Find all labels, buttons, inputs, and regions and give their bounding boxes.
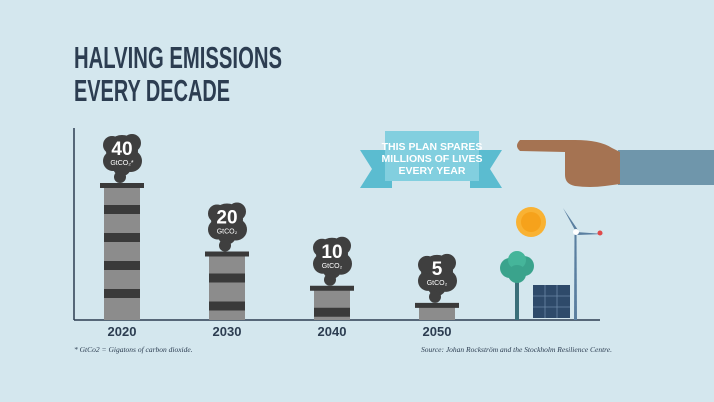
chimney-band <box>104 205 140 214</box>
smoke <box>313 236 352 286</box>
chimney-band <box>314 307 350 317</box>
chimney-band <box>104 261 140 270</box>
chimney-cap <box>205 251 249 257</box>
solar-panel <box>533 285 570 318</box>
smoke-puff <box>418 255 436 274</box>
source: Source: Johan Rockström and the Stockhol… <box>421 345 612 354</box>
smoke-puff <box>228 202 246 221</box>
banner-text: EVERY YEAR <box>399 165 466 177</box>
chimney-cap <box>310 285 354 291</box>
smoke-puff <box>103 136 121 154</box>
value-label: 10 <box>321 242 342 263</box>
pointing-hand <box>517 140 714 187</box>
smoke-puff <box>123 134 141 152</box>
value-label: 20 <box>216 208 237 229</box>
banner-text: THIS PLAN SPARES <box>382 141 483 153</box>
smoke <box>103 134 142 183</box>
chimney-band <box>209 301 245 311</box>
smoke <box>418 253 457 303</box>
x-tick-label: 2020 <box>108 324 137 339</box>
title-line: EVERY DECADE <box>74 73 230 108</box>
smoke-puff <box>114 171 126 183</box>
chimney-cap <box>100 183 144 188</box>
x-tick-label: 2030 <box>213 324 242 339</box>
x-tick-label: 2050 <box>423 324 452 339</box>
chimney <box>419 306 455 320</box>
value-label: 5 <box>432 259 443 280</box>
value-unit: GtCO₂ <box>427 280 448 287</box>
footnote: * GtCo2 = Gigatons of carbon dioxide. <box>74 345 193 354</box>
smoke <box>208 202 247 252</box>
tree <box>500 251 534 320</box>
banner-text: MILLIONS OF LIVES <box>382 153 483 165</box>
chimney-band <box>104 233 140 242</box>
sun <box>516 207 546 237</box>
smoke-puff <box>324 273 336 286</box>
smoke-puff <box>438 253 456 272</box>
value-unit: GtCO₂ <box>217 229 238 236</box>
chimney-band <box>209 273 245 283</box>
value-label: 40 <box>111 139 132 160</box>
smoke-puff <box>218 226 236 245</box>
smoke-puff <box>313 238 331 257</box>
wind-turbine <box>563 208 604 320</box>
smoke-puff <box>208 204 226 223</box>
smoke-puff <box>333 236 351 255</box>
smoke-puff <box>113 158 131 176</box>
smoke-puff <box>428 277 446 296</box>
title-line: HALVING EMISSIONS <box>74 40 282 75</box>
value-unit: GtCO₂ <box>322 263 343 270</box>
smoke-puff <box>219 239 231 252</box>
chimney-cap <box>415 302 459 308</box>
value-unit: GtCO₂* <box>110 160 134 167</box>
smoke-puff <box>323 260 341 279</box>
banner: THIS PLAN SPARES MILLIONS OF LIVES EVERY… <box>360 131 502 188</box>
x-tick-label: 2040 <box>318 324 347 339</box>
chimney-band <box>104 289 140 298</box>
smoke-puff <box>429 290 441 303</box>
